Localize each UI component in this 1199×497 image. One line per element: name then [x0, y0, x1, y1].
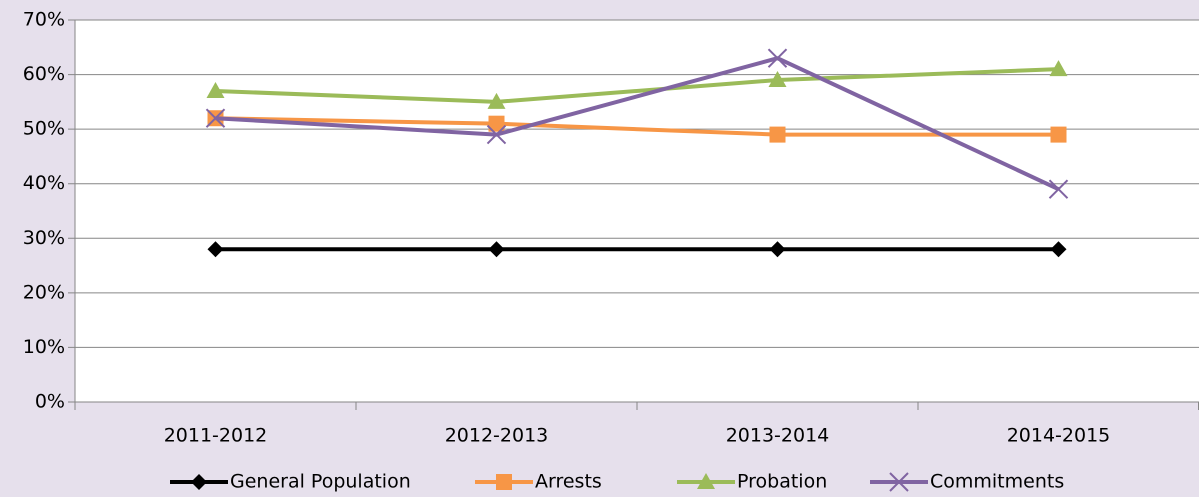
- legend-marker: [889, 472, 909, 492]
- y-tick-label: 0%: [35, 391, 65, 413]
- data-point: [767, 48, 788, 68]
- data-point: [207, 241, 224, 258]
- x-tick-label: 2012-2013: [445, 425, 549, 447]
- legend-marker: [191, 474, 207, 490]
- plot-area: [75, 20, 1199, 402]
- data-point: [486, 124, 507, 145]
- series-line: [215, 56, 1060, 191]
- data-point: [1050, 241, 1067, 258]
- legend-marker: [697, 473, 715, 489]
- y-tick-label: 40%: [23, 172, 65, 194]
- data-point: [488, 115, 505, 132]
- y-tick-label: 30%: [23, 227, 65, 249]
- y-tick-label: 20%: [23, 281, 65, 303]
- x-tick-label: 2014-2015: [1007, 425, 1111, 447]
- legend-label: Probation: [737, 471, 827, 493]
- data-point: [206, 81, 225, 98]
- x-tick-label: 2011-2012: [164, 425, 268, 447]
- data-point: [487, 92, 506, 109]
- data-point: [769, 241, 786, 258]
- y-tick-label: 50%: [23, 118, 65, 140]
- data-point: [1050, 126, 1067, 143]
- legend-label: Arrests: [535, 471, 602, 493]
- y-tick-label: 70%: [23, 9, 65, 31]
- data-point: [768, 71, 787, 88]
- data-point: [1049, 60, 1068, 77]
- y-tick-label: 60%: [23, 63, 65, 85]
- legend-label: Commitments: [930, 471, 1064, 493]
- data-point: [769, 126, 786, 143]
- y-tick-label: 10%: [23, 336, 65, 358]
- legend-marker: [496, 474, 512, 490]
- series-line: [215, 67, 1059, 104]
- legend-label: General Population: [230, 471, 411, 493]
- series-line: [215, 116, 1059, 137]
- x-tick-label: 2013-2014: [726, 425, 830, 447]
- data-point: [1048, 179, 1069, 199]
- data-point: [205, 108, 226, 128]
- data-point: [488, 241, 505, 258]
